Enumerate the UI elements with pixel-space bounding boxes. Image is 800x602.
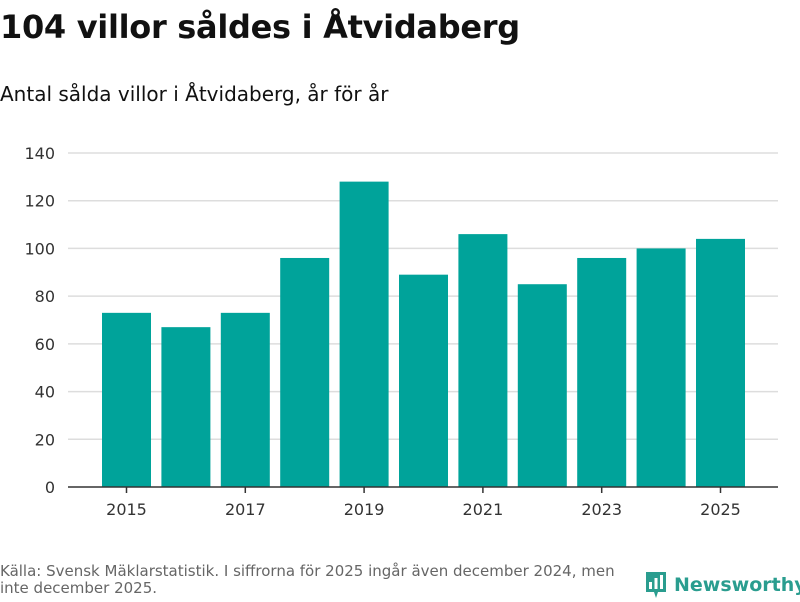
y-tick-label: 80 — [35, 287, 55, 306]
y-tick-label: 60 — [35, 335, 55, 354]
source-note: Källa: Svensk Mäklarstatistik. I siffror… — [0, 562, 615, 597]
bar-2017[interactable] — [220, 312, 270, 487]
y-tick-label: 120 — [24, 192, 55, 211]
bar-chart: 0 20 40 60 80 100 120 140 2015 2017 2019 2021 2023 20… — [24, 144, 778, 519]
bar-2015[interactable] — [102, 312, 151, 487]
y-tick-label: 140 — [24, 144, 55, 163]
x-tick-label: 2025 — [700, 500, 741, 519]
x-tick-label: 2019 — [344, 500, 385, 519]
y-tick-label: 20 — [35, 430, 55, 449]
chart-title: 104 villor såldes i Åtvidaberg — [0, 8, 520, 46]
bar-2025[interactable] — [696, 238, 745, 487]
bar-2018[interactable] — [280, 257, 330, 487]
y-tick-label: 0 — [45, 478, 55, 497]
bar-chart-logo-icon — [646, 572, 666, 598]
bar-2023[interactable] — [577, 257, 627, 487]
bar-2016[interactable] — [161, 327, 211, 487]
bar-2019[interactable] — [339, 181, 389, 487]
y-tick-label: 40 — [35, 383, 55, 402]
brand-name: Newsworthy — [674, 574, 800, 596]
x-tick-label: 2015 — [106, 500, 147, 519]
x-tick-label: 2021 — [463, 500, 504, 519]
y-tick-label: 100 — [24, 239, 55, 258]
x-tick-label: 2017 — [225, 500, 266, 519]
bar-2024[interactable] — [636, 248, 686, 487]
bar-2021[interactable] — [458, 234, 508, 487]
brand-logo[interactable]: Newsworthy — [644, 568, 800, 602]
bar-2020[interactable] — [399, 274, 448, 487]
x-tick-label: 2023 — [581, 500, 622, 519]
bar-2022[interactable] — [517, 284, 567, 487]
chart-subtitle: Antal sålda villor i Åtvidaberg, år för … — [0, 82, 389, 106]
